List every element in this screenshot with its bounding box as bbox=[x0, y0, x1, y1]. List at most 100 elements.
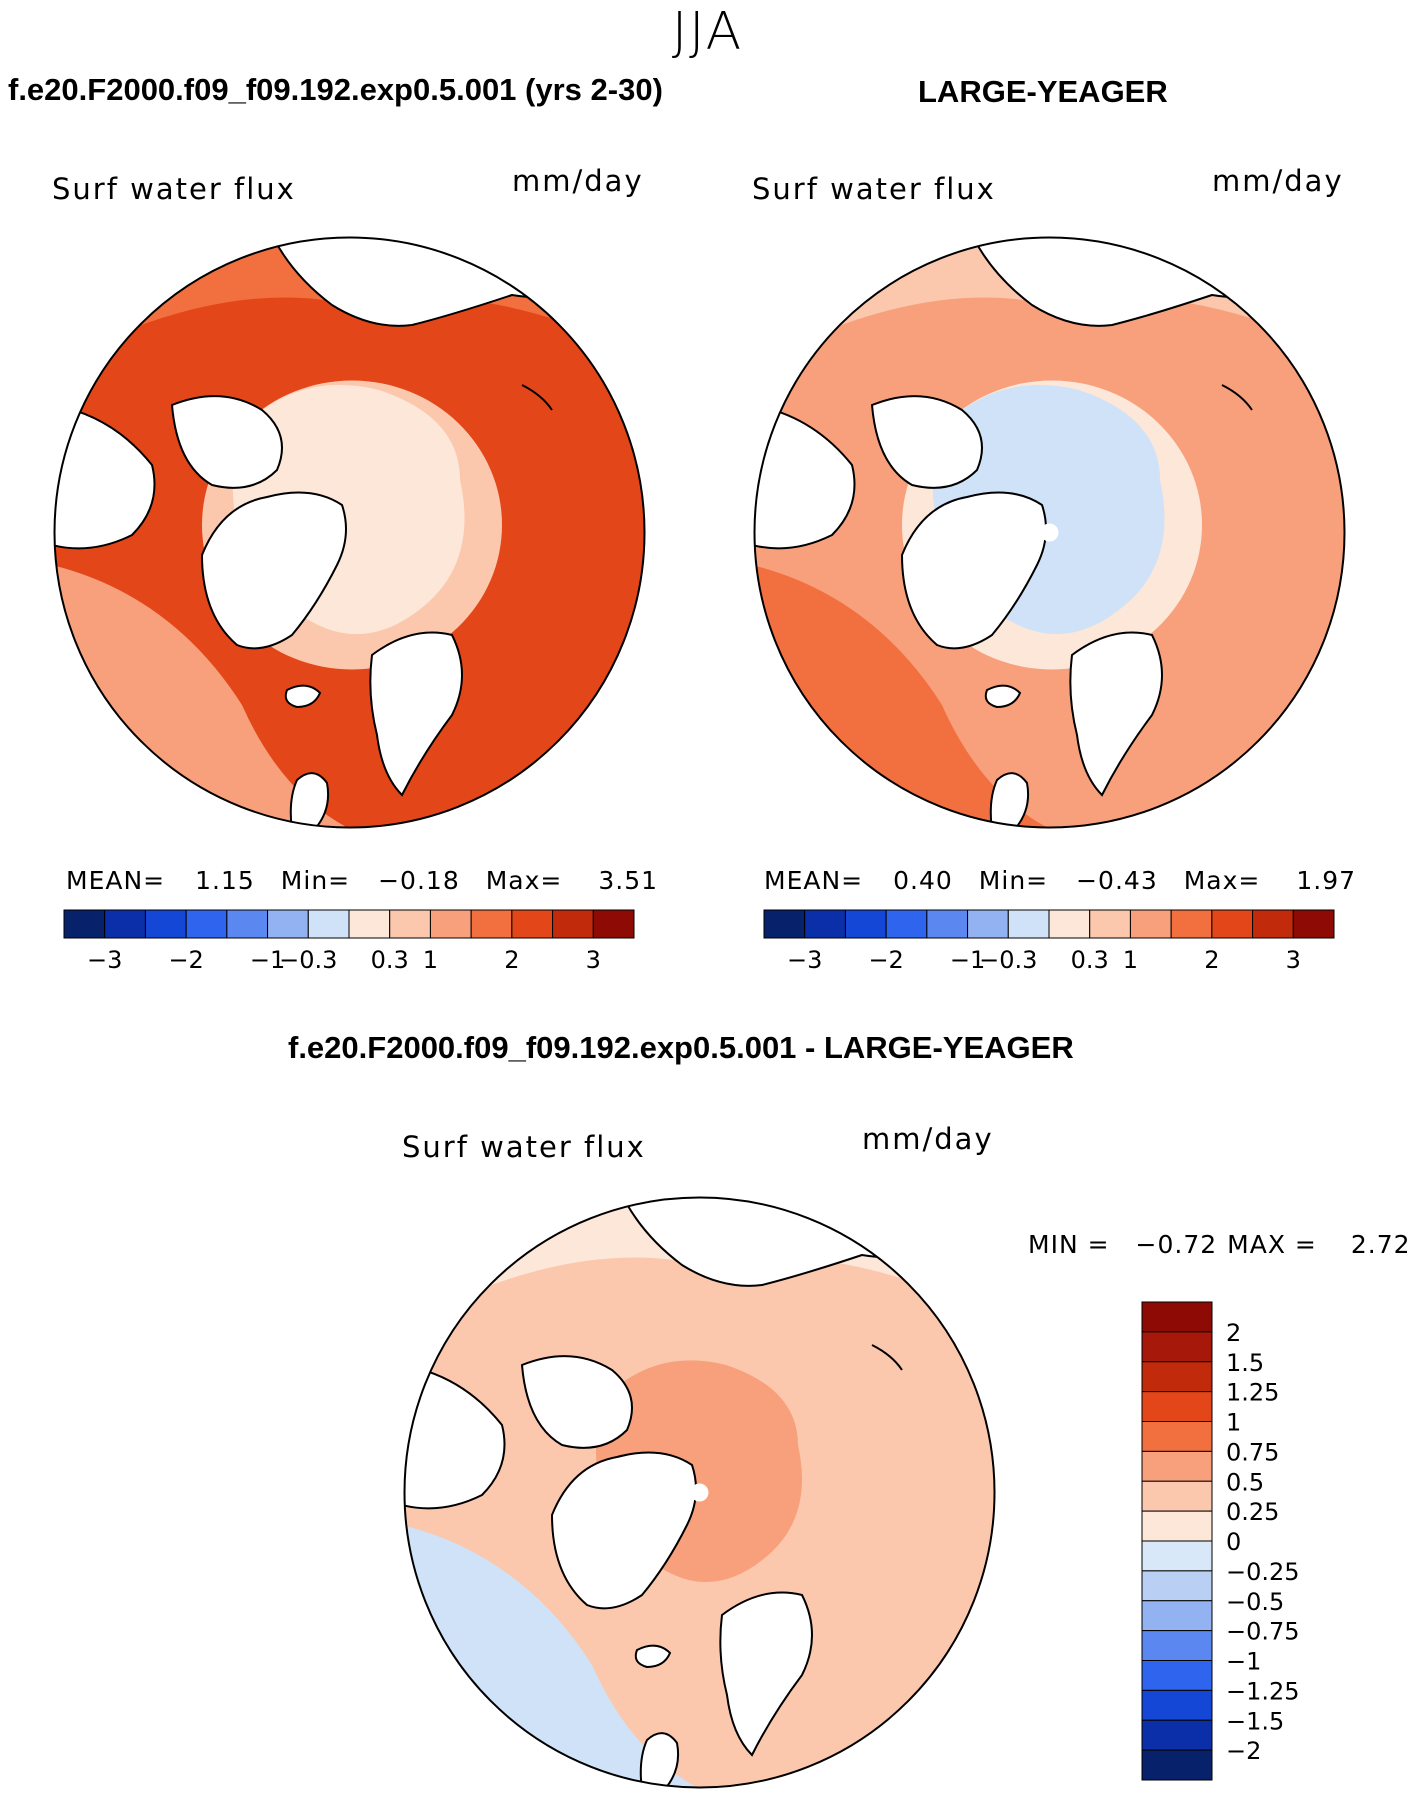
colorbar-swatch bbox=[926, 909, 969, 939]
diff-units: mm/day bbox=[862, 1122, 994, 1156]
scandinavia-land bbox=[369, 631, 463, 797]
north-america-land bbox=[754, 403, 856, 550]
diff-colorbar-swatch bbox=[1141, 1510, 1213, 1542]
panel2-stats: MEAN= 0.40 Min= −0.43 Max= 1.97 bbox=[764, 866, 1357, 895]
colorbar-tick-label: −1 bbox=[950, 946, 985, 974]
colorbar-tick-label: 1 bbox=[1123, 946, 1138, 974]
panel1-title: f.e20.F2000.f09_f09.192.exp0.5.001 (yrs … bbox=[8, 72, 663, 107]
colorbar-swatch bbox=[885, 909, 928, 939]
colorbar-tick-label: −2 bbox=[868, 946, 903, 974]
iceland-land bbox=[634, 1644, 672, 1669]
colorbar-swatch bbox=[1292, 909, 1335, 939]
uk-land bbox=[639, 1732, 680, 1788]
colorbar-tick-label: 3 bbox=[586, 946, 601, 974]
colorbar-swatch bbox=[267, 909, 309, 939]
diff-colorbar-label: 2 bbox=[1226, 1319, 1241, 1347]
colorbar-tick-label: −1 bbox=[250, 946, 285, 974]
diff-colorbar-swatch bbox=[1141, 1630, 1213, 1661]
diff-colorbar-label: −0.25 bbox=[1226, 1558, 1300, 1586]
panel1-stats: MEAN= 1.15 Min= −0.18 Max= 3.51 bbox=[66, 866, 659, 895]
colorbar-swatch bbox=[144, 909, 187, 939]
panel2-variable: Surf water flux bbox=[752, 172, 996, 206]
colorbar-swatch bbox=[804, 909, 846, 939]
colorbar-swatch bbox=[1170, 909, 1213, 939]
panel2-units: mm/day bbox=[1212, 164, 1344, 198]
colorbar-tick-label: −0.3 bbox=[279, 946, 337, 974]
diff-colorbar-label: −1.5 bbox=[1226, 1707, 1284, 1735]
colorbar-tick-label: −3 bbox=[787, 946, 822, 974]
diff-colorbar-label: 1.25 bbox=[1226, 1379, 1279, 1407]
colorbar-diff: 21.51.2510.750.50.250−0.25−0.5−0.75−1−1.… bbox=[1141, 1301, 1300, 1781]
colorbar-tick-label: 1 bbox=[423, 946, 438, 974]
colorbar-tick-label: 0.3 bbox=[371, 946, 409, 974]
uk-land bbox=[989, 772, 1030, 828]
diff-colorbar-label: 1.5 bbox=[1226, 1349, 1264, 1377]
colorbar-swatch bbox=[763, 909, 806, 939]
diff-minmax: MIN = −0.72 MAX = 2.72 bbox=[1028, 1230, 1411, 1259]
colorbar-swatch bbox=[592, 909, 635, 939]
map-panel1 bbox=[53, 236, 646, 829]
diff-title: f.e20.F2000.f09_f09.192.exp0.5.001 - LAR… bbox=[288, 1030, 1074, 1065]
diff-colorbar-swatch bbox=[1141, 1570, 1213, 1602]
colorbar-swatch bbox=[185, 909, 228, 939]
panel1-variable: Surf water flux bbox=[52, 172, 296, 206]
diff-colorbar-label: 0.5 bbox=[1226, 1468, 1264, 1496]
diff-colorbar-label: −1.25 bbox=[1226, 1677, 1300, 1705]
colorbar-tick-label: 2 bbox=[1204, 946, 1219, 974]
colorbar-swatch bbox=[63, 909, 106, 939]
bering-coastline bbox=[521, 384, 553, 411]
iceland-land bbox=[284, 684, 322, 709]
diff-colorbar-swatch bbox=[1141, 1450, 1213, 1482]
colorbar-panel1: −3 −2 −1−0.3 0.3 1 2 3 bbox=[63, 909, 635, 974]
diff-colorbar-swatch bbox=[1141, 1361, 1213, 1393]
diff-colorbar-swatch bbox=[1141, 1421, 1213, 1452]
panel1-units: mm/day bbox=[512, 164, 644, 198]
scandinavia-land bbox=[719, 1591, 813, 1757]
diff-colorbar-swatch bbox=[1141, 1719, 1213, 1751]
colorbar-swatch bbox=[104, 909, 146, 939]
colorbar-swatch bbox=[1007, 909, 1050, 939]
colorbar-swatch bbox=[1252, 909, 1294, 939]
diff-colorbar-swatch bbox=[1141, 1689, 1213, 1721]
greenland-land bbox=[200, 491, 347, 650]
iceland-land bbox=[984, 684, 1022, 709]
colorbar-swatch bbox=[1211, 909, 1254, 939]
colorbar-swatch bbox=[511, 909, 554, 939]
map-diff bbox=[403, 1196, 996, 1789]
diff-colorbar-swatch bbox=[1141, 1600, 1213, 1632]
colorbar-panel2: −3 −2 −1−0.3 0.3 1 2 3 bbox=[763, 909, 1335, 974]
greenland-land bbox=[550, 1451, 697, 1610]
colorbar-tick-label: 0.3 bbox=[1071, 946, 1109, 974]
bering-coastline bbox=[1221, 384, 1253, 411]
north-america-land bbox=[54, 403, 156, 550]
diff-colorbar-swatch bbox=[1141, 1749, 1213, 1781]
canada-archipelago-land bbox=[520, 1355, 633, 1449]
bering-coastline bbox=[871, 1344, 903, 1371]
diff-colorbar-swatch bbox=[1141, 1660, 1213, 1691]
colorbar-swatch bbox=[389, 909, 431, 939]
uk-land bbox=[289, 772, 330, 828]
diff-colorbar-label: −2 bbox=[1226, 1737, 1261, 1765]
diff-colorbar-label: 0 bbox=[1226, 1528, 1241, 1556]
diff-colorbar-label: 0.75 bbox=[1226, 1438, 1279, 1466]
scandinavia-land bbox=[1069, 631, 1163, 797]
diff-colorbar-swatch bbox=[1141, 1301, 1213, 1333]
map-panel2 bbox=[753, 236, 1346, 829]
colorbar-tick-label: −0.3 bbox=[979, 946, 1037, 974]
north-america-land bbox=[404, 1363, 506, 1510]
colorbar-swatch bbox=[429, 909, 472, 939]
canada-archipelago-land bbox=[870, 395, 983, 489]
colorbar-swatch bbox=[348, 909, 391, 939]
diff-colorbar-label: 1 bbox=[1226, 1409, 1241, 1437]
diff-colorbar-swatch bbox=[1141, 1540, 1213, 1572]
diff-colorbar-swatch bbox=[1141, 1480, 1213, 1512]
colorbar-swatch bbox=[1048, 909, 1091, 939]
diff-colorbar-label: −0.5 bbox=[1226, 1588, 1284, 1616]
diff-colorbar-swatch bbox=[1141, 1331, 1213, 1363]
season-title: JJA bbox=[671, 2, 744, 62]
greenland-land bbox=[900, 491, 1047, 650]
colorbar-swatch bbox=[470, 909, 513, 939]
colorbar-swatch bbox=[1129, 909, 1172, 939]
colorbar-tick-label: 2 bbox=[504, 946, 519, 974]
diff-colorbar-label: 0.25 bbox=[1226, 1498, 1279, 1526]
